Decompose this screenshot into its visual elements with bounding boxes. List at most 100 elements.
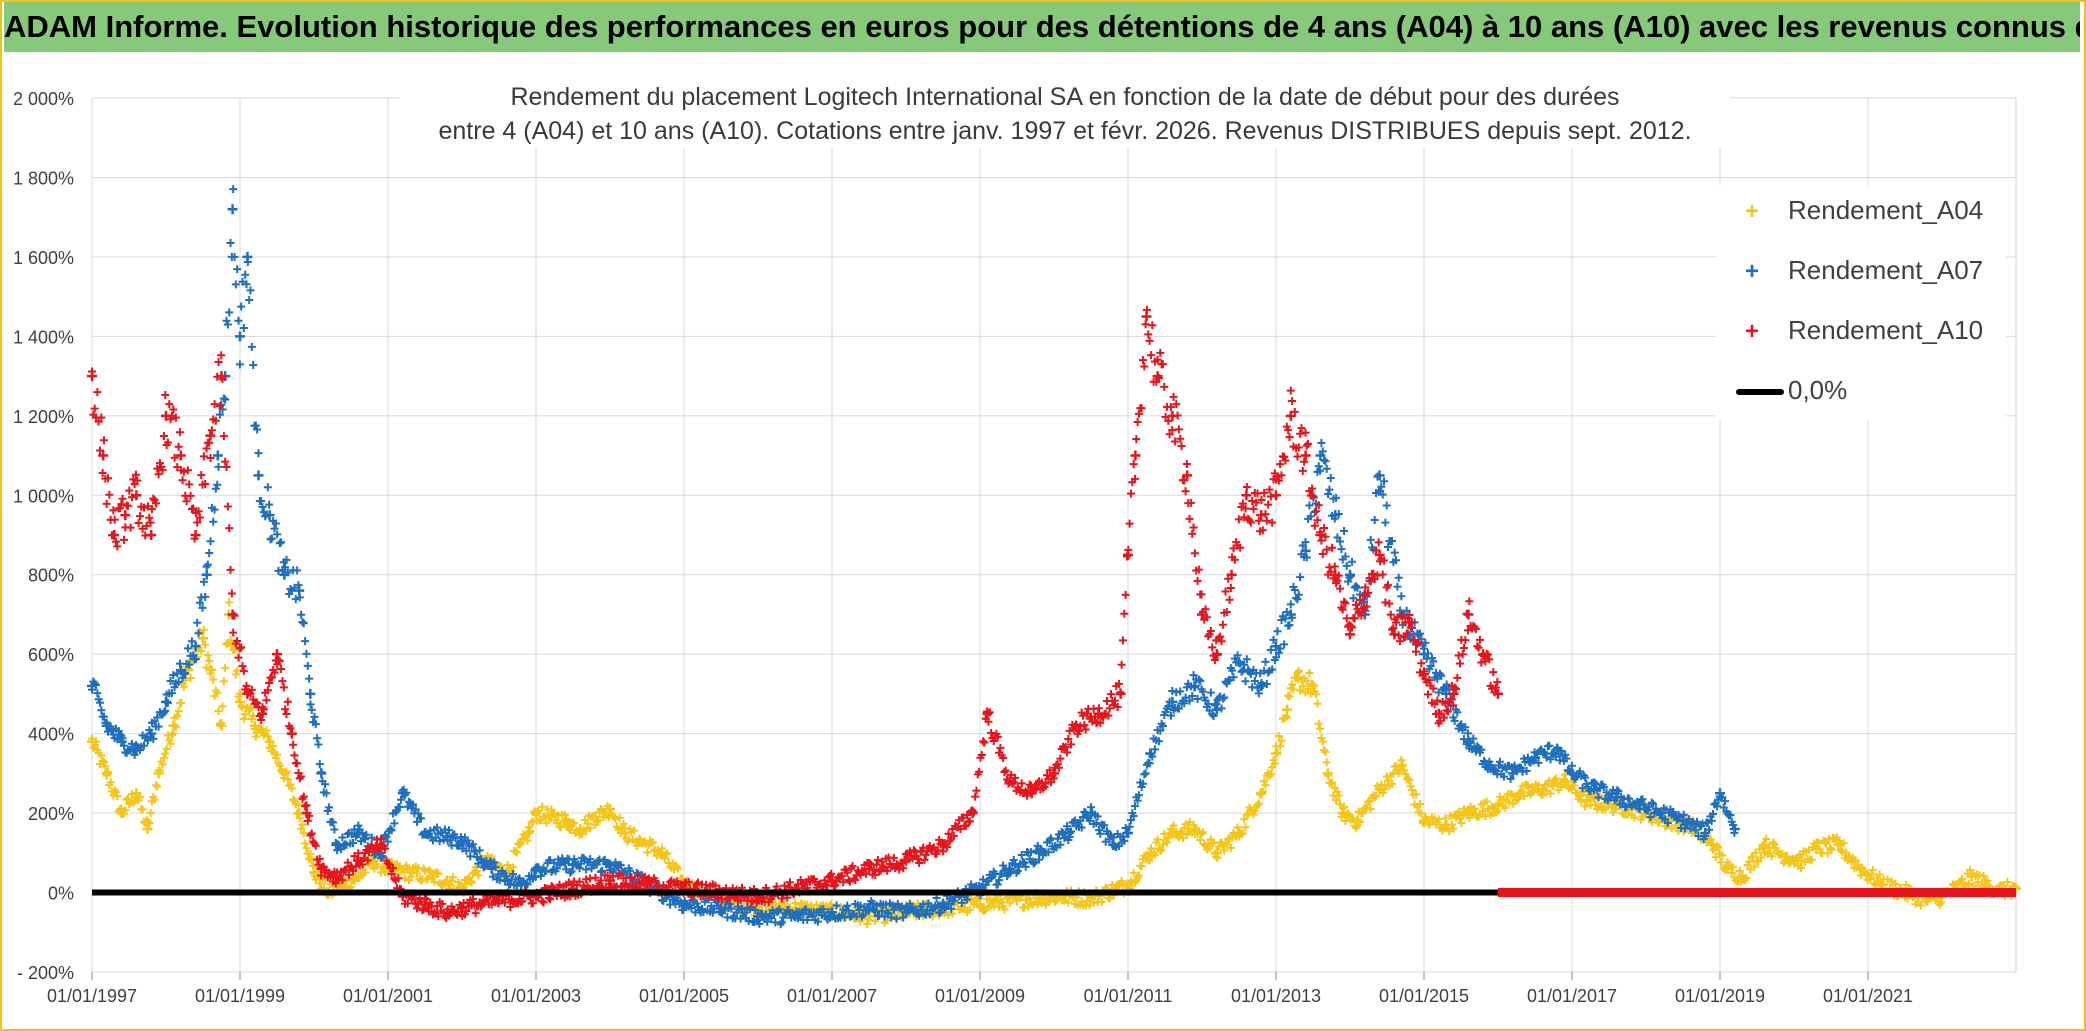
data-point [1027,848,1036,857]
data-point [1162,838,1171,847]
data-point [1277,471,1286,480]
data-point [1314,501,1323,510]
data-point [405,867,416,878]
data-point [206,453,215,462]
data-point [1691,826,1700,835]
data-point [947,904,956,913]
data-point [1470,804,1479,813]
data-point [301,808,312,819]
data-point [214,707,223,716]
data-point [1326,473,1335,482]
data-point [1185,514,1194,523]
data-point [386,824,395,833]
data-point [1499,772,1508,781]
data-point [246,704,255,713]
data-point [209,675,218,684]
data-point [506,903,515,912]
data-point [1188,529,1197,538]
data-point [1404,617,1415,628]
data-point [1388,537,1397,546]
data-point [1121,590,1130,599]
data-point [1727,868,1736,877]
data-point [660,854,669,863]
data-point [1249,810,1258,819]
data-point [1250,676,1259,685]
data-point [177,698,186,707]
data-point [133,476,142,485]
data-point [1209,711,1218,720]
data-point [290,751,299,760]
data-point [383,837,392,846]
data-point [116,808,127,819]
data-point [634,835,645,846]
data-point [1589,784,1600,795]
data-point [1220,846,1229,855]
data-point [214,462,223,471]
data-point [239,714,248,723]
x-tick-label: 01/01/2011 [1084,986,1173,1006]
data-point [205,656,214,665]
data-point [1419,816,1429,827]
data-point [467,878,476,887]
data-point [1426,662,1435,671]
data-point [1226,843,1235,852]
data-point [938,899,948,910]
data-point [1453,673,1462,682]
data-point [1294,443,1303,452]
data-point [1442,680,1451,689]
data-point [1485,760,1496,771]
data-point [1180,699,1189,708]
data-point [111,788,120,797]
data-point [1194,565,1203,574]
legend-label-zero-line: 0,0% [1788,375,1848,405]
y-tick-label: 1 000% [13,486,74,506]
data-point [182,497,191,506]
data-point [1485,655,1494,664]
data-point [237,302,246,311]
data-point [1108,839,1119,850]
data-point [1081,725,1090,734]
data-point [1321,532,1330,541]
y-tick-label: 800% [28,566,74,586]
data-point [1522,766,1531,775]
data-point [185,480,194,489]
data-point [1061,742,1070,751]
data-point [1276,460,1285,469]
data-point [282,710,291,719]
data-point [1545,741,1554,750]
data-point [726,899,735,908]
data-point [253,425,262,434]
data-point [168,720,179,731]
data-point [130,750,139,759]
data-point [1304,439,1313,448]
data-point [225,524,234,533]
data-point [1011,773,1020,782]
data-point [1750,862,1759,871]
data-point [1123,879,1133,890]
data-point [1288,397,1297,406]
data-point [859,910,868,919]
data-point [1037,778,1046,787]
data-point [1578,784,1587,793]
x-tick-label: 01/01/2009 [935,986,1025,1006]
data-point [212,450,223,461]
data-point [856,901,865,910]
data-point [125,486,134,495]
data-point [1633,800,1644,811]
data-point [1242,483,1251,492]
data-point [1164,416,1173,425]
data-point [1455,721,1464,730]
page-title-banner: ADAM Informe. Evolution historique des p… [4,2,2080,52]
data-point [1359,589,1370,600]
data-point [1055,763,1064,772]
data-point [249,360,258,369]
data-point [159,708,168,717]
data-point [126,523,135,532]
data-point [1321,457,1330,466]
data-point [1301,428,1310,437]
data-point [151,781,160,790]
data-point [1419,649,1429,660]
data-point [1334,791,1343,800]
data-point [1643,806,1652,815]
data-point [1546,789,1555,798]
